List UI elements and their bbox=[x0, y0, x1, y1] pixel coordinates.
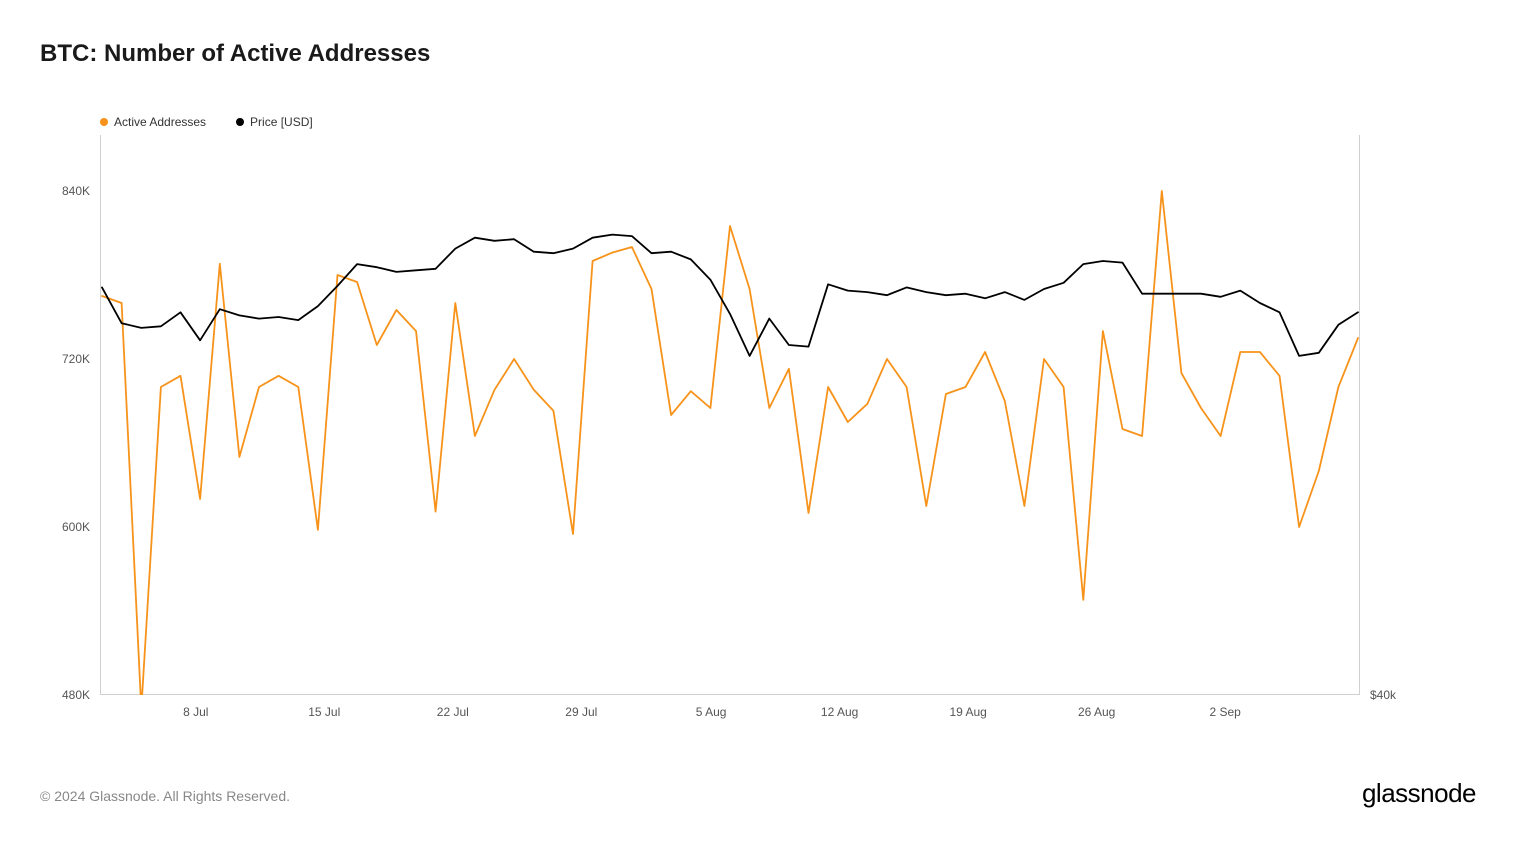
y-axis-right-tick-label: $40k bbox=[1370, 688, 1396, 702]
y-axis-left-tick-label: 480K bbox=[30, 688, 90, 702]
x-axis-tick-label: 19 Aug bbox=[949, 705, 986, 719]
copyright-text: © 2024 Glassnode. All Rights Reserved. bbox=[40, 788, 290, 804]
y-axis-left-tick-label: 720K bbox=[30, 352, 90, 366]
y-axis-left-tick-label: 840K bbox=[30, 184, 90, 198]
x-axis-tick-label: 2 Sep bbox=[1209, 705, 1240, 719]
legend-label: Active Addresses bbox=[114, 115, 206, 129]
legend-dot-icon bbox=[236, 118, 244, 126]
x-axis-tick-label: 15 Jul bbox=[308, 705, 340, 719]
y-axis-left-tick-label: 600K bbox=[30, 520, 90, 534]
chart-legend: Active Addresses Price [USD] bbox=[100, 115, 313, 129]
x-axis-tick-label: 29 Jul bbox=[565, 705, 597, 719]
legend-label: Price [USD] bbox=[250, 115, 313, 129]
brand-logo: glassnode bbox=[1362, 778, 1476, 809]
line-price bbox=[102, 235, 1358, 356]
line-active-addresses bbox=[102, 191, 1358, 695]
chart-svg bbox=[100, 135, 1360, 695]
x-axis-tick-label: 26 Aug bbox=[1078, 705, 1115, 719]
x-axis-tick-label: 22 Jul bbox=[437, 705, 469, 719]
x-axis-tick-label: 5 Aug bbox=[696, 705, 727, 719]
chart-title: BTC: Number of Active Addresses bbox=[40, 40, 430, 68]
legend-item-price: Price [USD] bbox=[236, 115, 313, 129]
legend-item-active-addresses: Active Addresses bbox=[100, 115, 206, 129]
chart-plot-area: 480K600K720K840K $40k 8 Jul15 Jul22 Jul2… bbox=[100, 135, 1360, 695]
legend-dot-icon bbox=[100, 118, 108, 126]
x-axis-tick-label: 12 Aug bbox=[821, 705, 858, 719]
x-axis-tick-label: 8 Jul bbox=[183, 705, 208, 719]
